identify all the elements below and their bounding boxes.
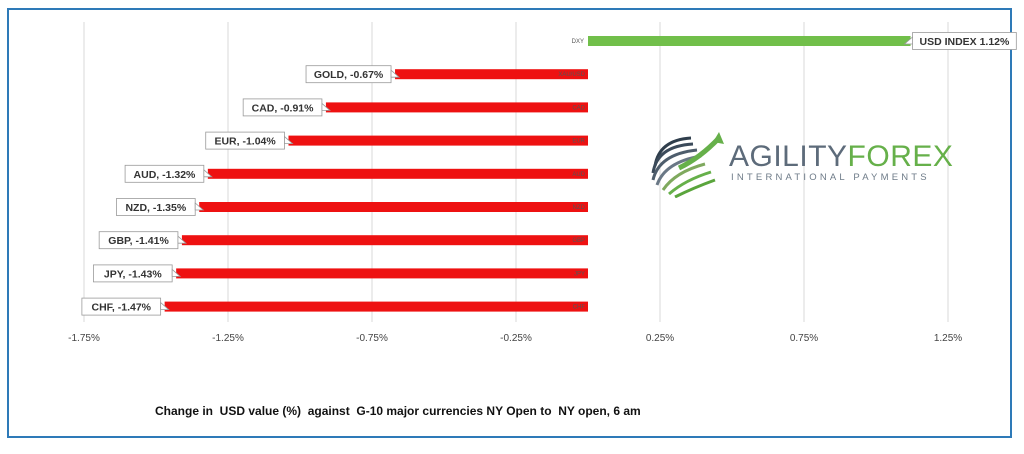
data-label-pointer: [160, 301, 170, 311]
bar-nzd: [199, 202, 588, 212]
data-label-text: CAD, -0.91%: [252, 102, 315, 114]
bar-gold: [395, 69, 588, 80]
bar-category-label: DXY: [572, 39, 584, 45]
chart-caption: Change in USD value (%) against G-10 maj…: [155, 404, 641, 418]
data-label-text: NZD, -1.35%: [125, 202, 186, 214]
x-tick-label: 0.75%: [790, 333, 818, 344]
bar-eur: [288, 135, 588, 146]
bar-chf: [164, 301, 588, 312]
bar-jpy: [176, 268, 588, 279]
x-tick-label: 1.25%: [934, 333, 962, 344]
data-label: NZD, -1.35%: [116, 198, 205, 216]
data-label: EUR, -1.04%: [205, 131, 294, 150]
data-label: CAD, -0.91%: [242, 98, 331, 117]
bar-category-label: JPY: [574, 271, 585, 277]
data-label-pointer: [203, 168, 213, 178]
data-label-text: AUD, -1.32%: [134, 169, 197, 181]
data-label-text: GBP, -1.41%: [108, 235, 169, 247]
data-label-text: CHF, -1.47%: [91, 302, 151, 314]
x-tick-label: -0.25%: [500, 333, 532, 344]
data-label-pointer: [171, 268, 182, 277]
bar-dxy: [588, 36, 911, 46]
bar-category-label: CHF: [573, 305, 586, 311]
bar-gbp: [181, 235, 589, 246]
data-label: JPY, -1.43%: [93, 264, 182, 283]
bar-category-label: CAD: [572, 105, 585, 111]
x-tick-label: -1.75%: [68, 333, 100, 344]
x-tick-label: 0.25%: [646, 333, 674, 344]
data-label-pointer: [390, 69, 401, 78]
data-label-pointer: [284, 135, 294, 145]
data-label: AUD, -1.32%: [124, 164, 213, 183]
chart-frame: [7, 8, 1012, 438]
data-label: GBP, -1.41%: [98, 231, 187, 250]
data-label-pointer: [177, 235, 187, 244]
data-label-pointer: [194, 202, 205, 211]
bar-cad: [325, 102, 588, 113]
data-label: CHF, -1.47%: [81, 297, 170, 316]
globe-swoosh-icon: [651, 132, 724, 198]
bar-aud: [207, 168, 588, 179]
data-label-text: JPY, -1.43%: [104, 268, 162, 280]
data-label: USD INDEX 1.12%: [903, 32, 1017, 50]
data-label-pointer: [903, 36, 913, 45]
logo-tagline: INTERNATIONAL PAYMENTS: [731, 172, 930, 183]
logo-word-forex: FOREX: [847, 140, 954, 173]
bar-category-label: GBP: [572, 238, 585, 244]
bar-category-label: XAU/USD: [558, 72, 585, 78]
bar-category-label: AUD: [572, 172, 585, 178]
data-label-text: GOLD, -0.67%: [314, 69, 384, 81]
x-tick-label: -0.75%: [356, 333, 388, 344]
data-label-text: EUR, -1.04%: [214, 136, 276, 148]
bar-category-label: NZD: [573, 205, 586, 211]
x-tick-label: -1.25%: [212, 333, 244, 344]
data-label-pointer: [321, 102, 331, 111]
logo-wordmark: AGILITYFOREX: [729, 140, 953, 174]
agilityforex-logo: AGILITYFOREX INTERNATIONAL PAYMENTS: [645, 128, 953, 198]
logo-word-agility: AGILITY: [729, 140, 848, 173]
data-label: GOLD, -0.67%: [305, 65, 401, 84]
data-label-text: USD INDEX 1.12%: [919, 36, 1010, 48]
bar-category-label: EUR: [572, 139, 585, 145]
